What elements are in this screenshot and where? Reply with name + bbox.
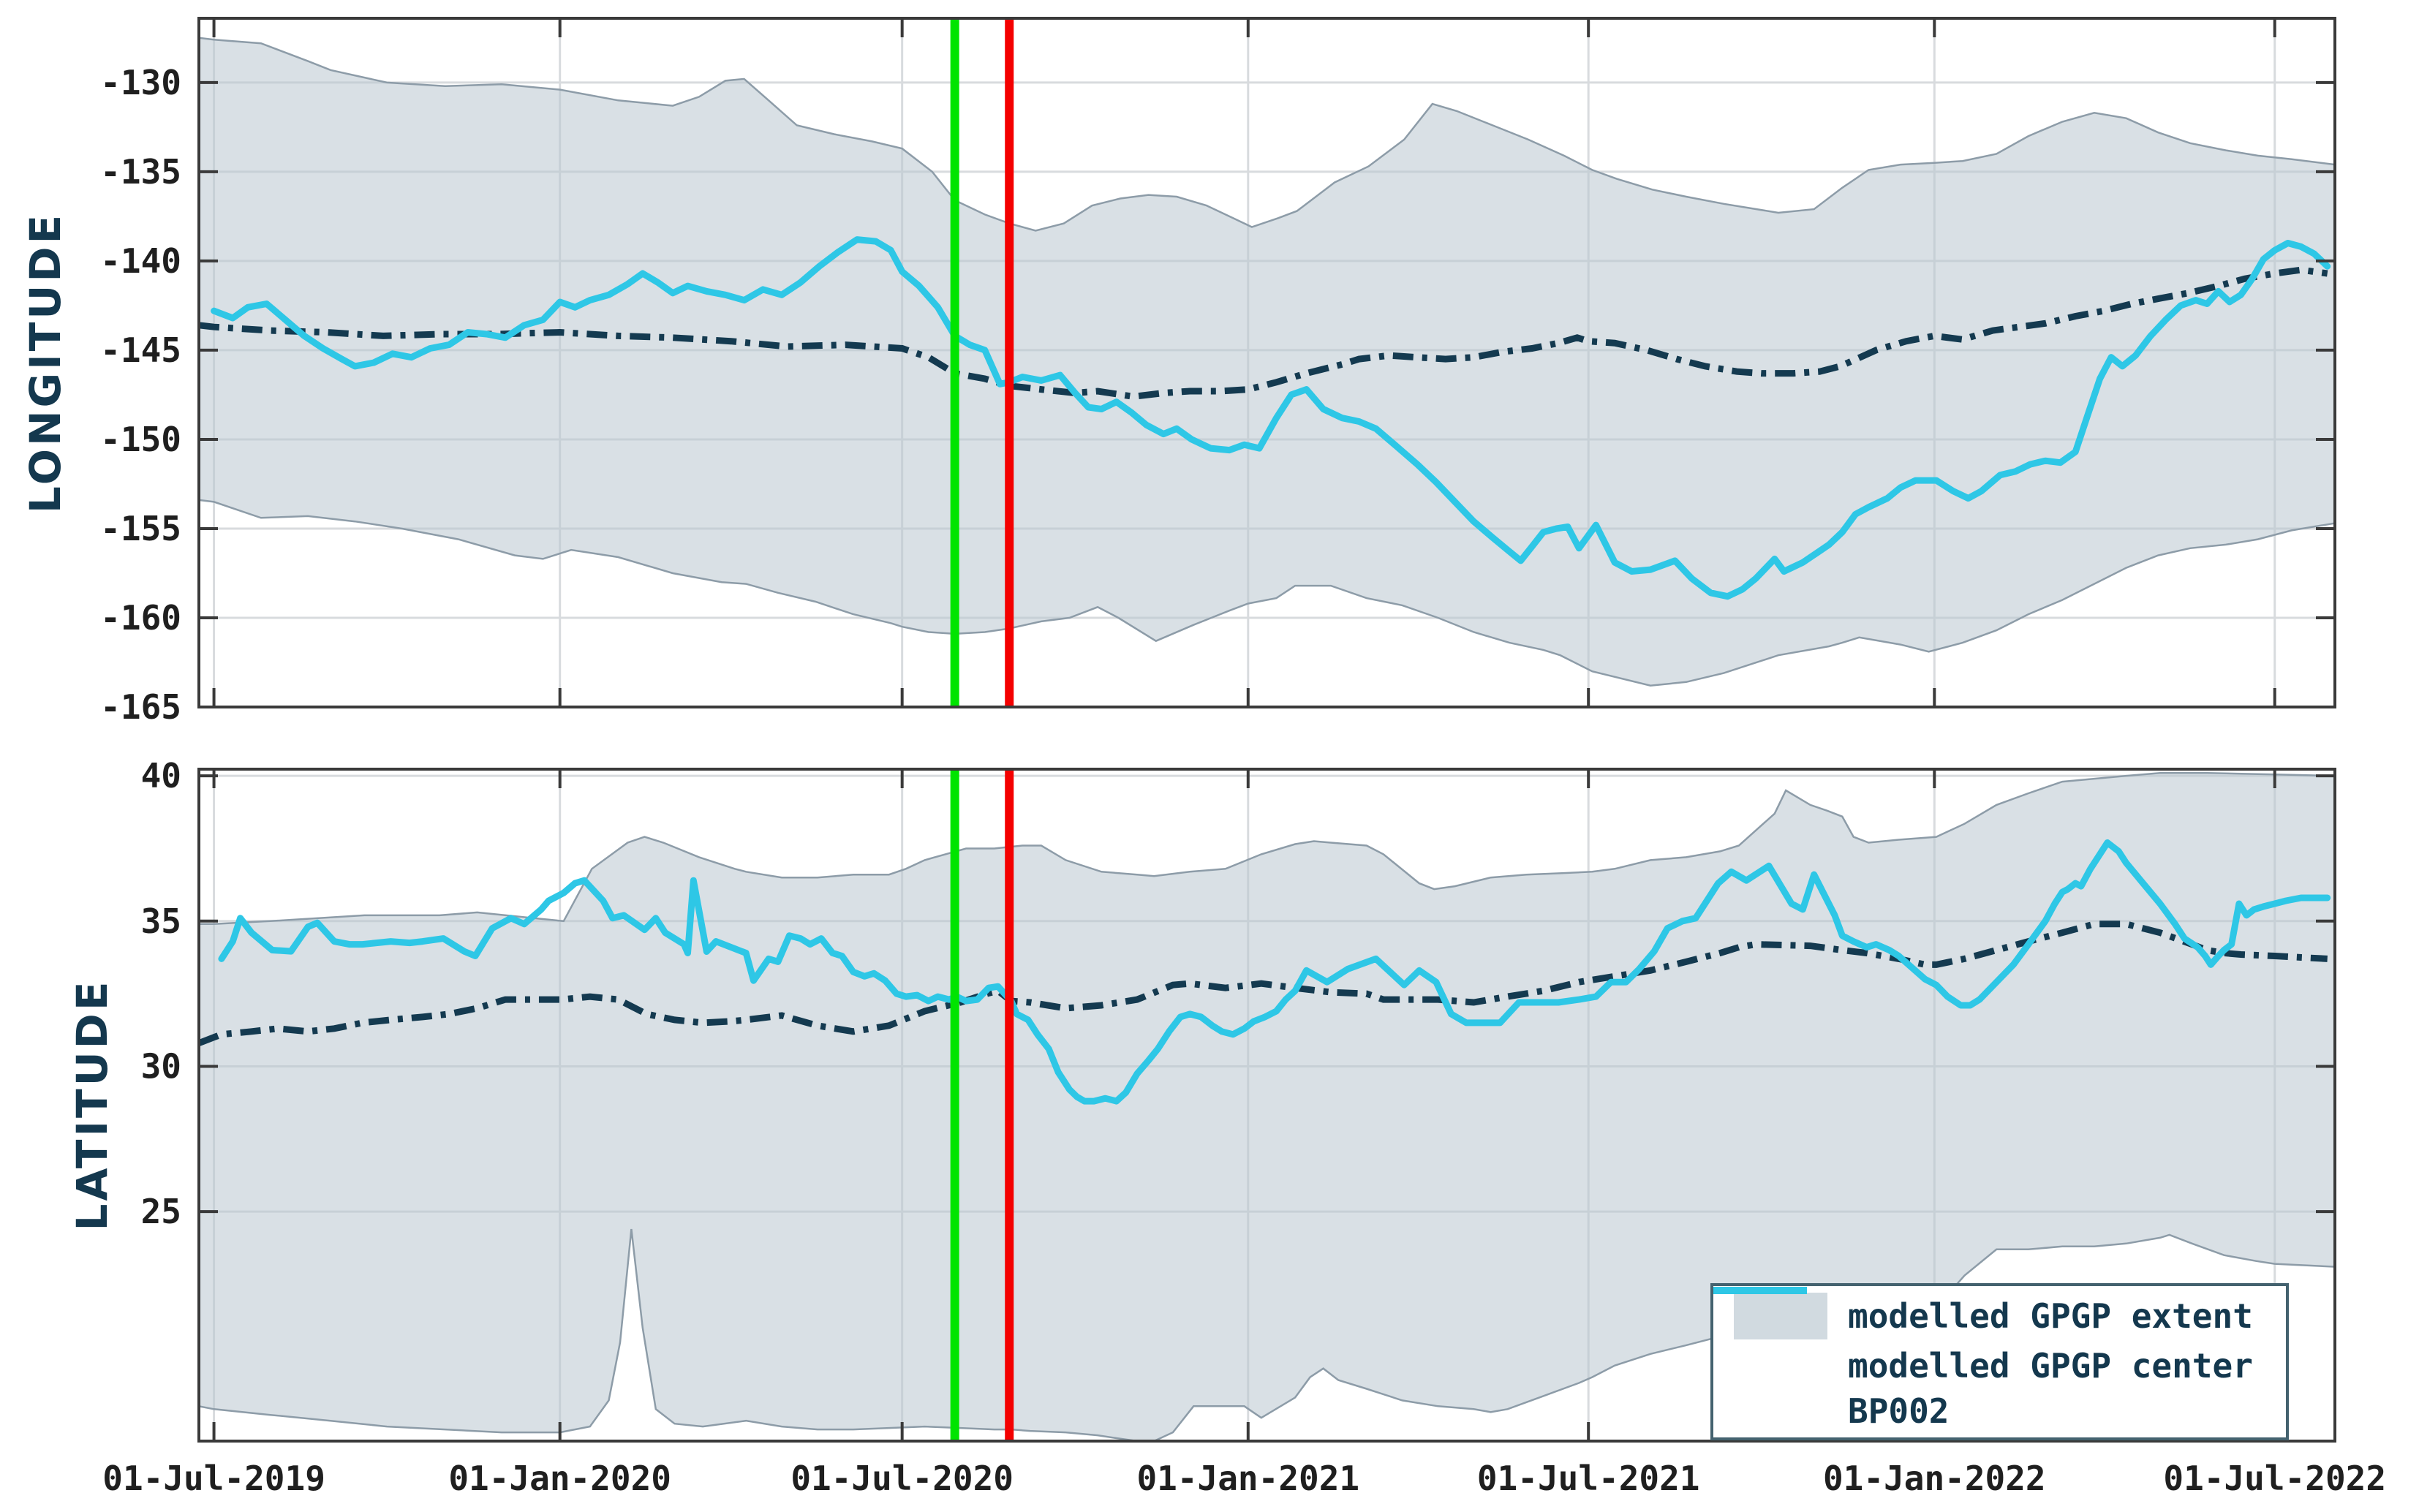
legend-item-extent: modelled GPGP extent (1713, 1292, 2286, 1339)
y-tick-label: 35 (141, 901, 181, 941)
y-tick-label: -135 (100, 152, 181, 192)
x-tick-label: 01-Jan-2022 (1823, 1459, 2046, 1498)
y-tick-label: -150 (100, 420, 181, 459)
y-tick-label: -145 (100, 330, 181, 370)
legend-item-center: modelled GPGP center (1713, 1287, 2286, 1386)
x-tick-label: 01-Jul-2022 (2163, 1459, 2386, 1498)
extent-band (197, 37, 2336, 687)
axes-box (197, 768, 2336, 1443)
latitude-panel: 25 30 35 40 01-Jul-2019 01-Jan-2020 01-Jul-202… (102, 756, 2386, 1498)
y-tick-labels: -165 -160 -155 -150 -145 -140 -135 -130 (100, 63, 181, 727)
y-tick-label: 30 (141, 1046, 181, 1086)
legend-label-center: modelled GPGP center (1848, 1345, 2253, 1386)
x-tick-labels: 01-Jul-2019 01-Jan-2020 01-Jul-2020 01-Jan-… (102, 1459, 2386, 1498)
bp002-line (211, 236, 2331, 600)
y-tick-label: -160 (100, 598, 181, 638)
y-tick-label: -130 (100, 63, 181, 102)
legend-item-bp002: BP002 (1713, 1287, 2286, 1432)
x-tick-label: 01-Jan-2021 (1136, 1459, 1359, 1498)
x-tick-label: 01-Jul-2021 (1477, 1459, 1700, 1498)
legend: modelled GPGP extent modelled GPGP cente… (1710, 1283, 2289, 1440)
y-tick-label: 40 (141, 756, 181, 795)
x-tick-label: 01-Jan-2020 (448, 1459, 671, 1498)
legend-label-bp002: BP002 (1848, 1391, 1950, 1432)
tick-marks (199, 18, 2335, 708)
legend-label-extent: modelled GPGP extent (1848, 1296, 2253, 1336)
center-line (198, 266, 2328, 400)
axes-box (197, 17, 2336, 708)
x-tick-label: 01-Jul-2019 (102, 1459, 325, 1498)
longitude-panel: -165 -160 -155 -150 -145 -140 -135 -130 (100, 17, 2336, 727)
y-tick-labels: 25 30 35 40 (141, 756, 181, 1231)
longitude-axis-label: LONGITUDE (20, 211, 70, 514)
latitude-axis-label: LATITUDE (67, 978, 117, 1231)
y-tick-label: -155 (100, 509, 181, 548)
y-tick-label: -140 (100, 241, 181, 281)
extent-swatch-icon (1732, 1292, 1829, 1339)
bp002-line (218, 839, 2331, 1105)
x-tick-label: 01-Jul-2020 (790, 1459, 1014, 1498)
y-tick-label: -165 (100, 687, 181, 727)
y-tick-label: 25 (141, 1192, 181, 1231)
center-line (197, 921, 2328, 1046)
